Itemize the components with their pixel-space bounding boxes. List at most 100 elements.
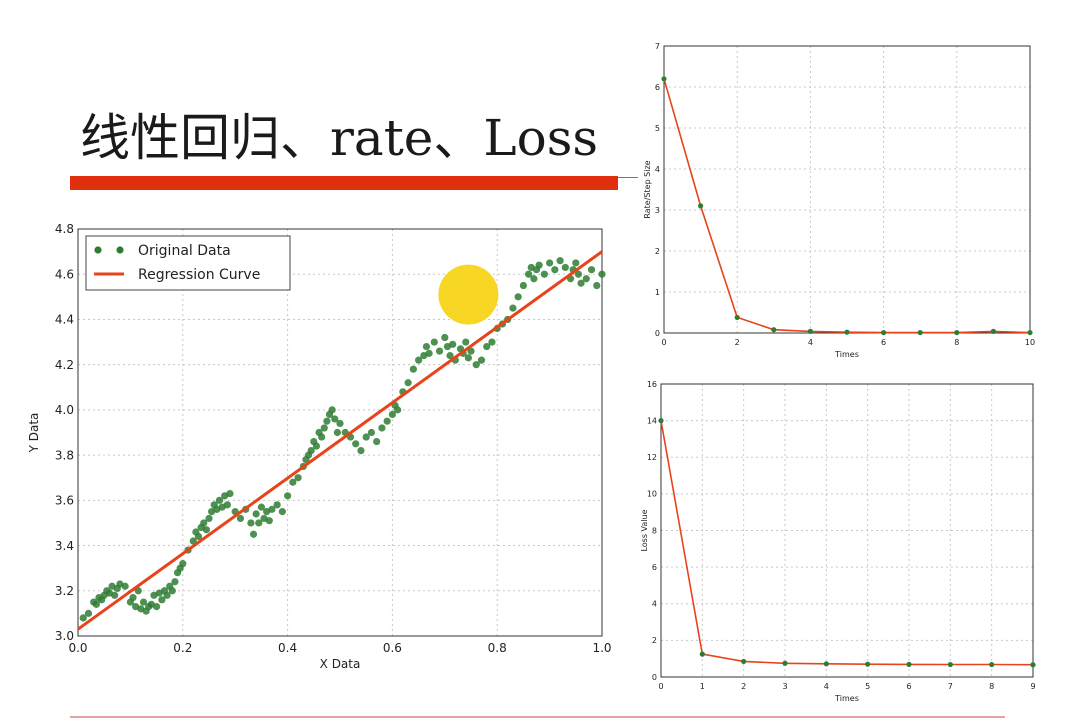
data-point — [388, 410, 396, 419]
data-point — [134, 587, 142, 595]
series-point — [917, 329, 923, 336]
data-point — [464, 354, 472, 362]
y-axis-label: Loss Value — [640, 509, 649, 551]
data-point — [289, 478, 297, 486]
data-point — [328, 406, 336, 414]
data-point — [530, 275, 538, 283]
data-point — [307, 446, 315, 455]
data-point — [226, 489, 234, 498]
y-tick-label: 14 — [647, 416, 657, 425]
x-axis-label: Times — [834, 350, 859, 359]
data-point — [546, 259, 554, 267]
y-tick-label: 4 — [652, 600, 657, 609]
data-point — [404, 379, 412, 387]
x-tick-label: 0.8 — [488, 641, 507, 655]
data-point — [488, 338, 496, 346]
series-point — [947, 661, 953, 668]
data-point — [163, 591, 171, 599]
data-point — [572, 259, 580, 267]
x-tick-label: 7 — [948, 682, 953, 691]
data-point — [587, 266, 596, 274]
data-point — [320, 424, 328, 432]
x-tick-label: 0 — [658, 682, 663, 691]
series-point — [881, 329, 887, 336]
series-point — [699, 651, 705, 657]
data-point — [336, 419, 344, 428]
y-axis-label: Rate/Step Size — [643, 160, 652, 218]
x-tick-label: 6 — [881, 338, 886, 347]
y-tick-label: 4.0 — [55, 403, 74, 417]
data-point — [483, 342, 491, 351]
plot-frame — [77, 228, 603, 637]
data-point — [171, 578, 179, 586]
data-point — [509, 304, 517, 312]
y-tick-label: 1 — [655, 288, 660, 297]
data-point — [430, 338, 438, 346]
title-underline-tail — [618, 177, 638, 178]
x-tick-label: 2 — [741, 682, 746, 691]
data-point — [139, 598, 148, 606]
series-point — [658, 418, 664, 424]
data-point — [425, 349, 433, 357]
series-point — [823, 661, 829, 667]
data-point — [383, 417, 391, 425]
data-point — [249, 530, 258, 538]
data-point — [577, 279, 585, 287]
highlight-circle — [438, 264, 499, 325]
slide-title: 线性回归、rate、Loss — [80, 109, 599, 167]
data-point — [556, 257, 564, 265]
data-point — [394, 406, 402, 414]
x-tick-label: 1.0 — [592, 641, 611, 655]
data-point — [357, 446, 365, 455]
data-point — [158, 596, 166, 604]
series-line — [660, 420, 1034, 666]
data-point — [422, 342, 431, 351]
y-tick-label: 4 — [655, 165, 660, 174]
data-point — [477, 356, 486, 364]
data-point — [409, 365, 417, 373]
data-point — [561, 263, 569, 272]
x-tick-label: 1 — [700, 682, 705, 691]
title-underline-bar — [70, 176, 618, 190]
data-point — [593, 281, 601, 290]
data-point — [312, 442, 321, 450]
y-tick-label: 3.8 — [55, 448, 74, 462]
series-point — [734, 314, 740, 321]
data-point — [446, 352, 454, 360]
data-point — [247, 519, 255, 527]
data-point — [273, 501, 281, 509]
data-point — [278, 508, 286, 516]
data-point — [111, 591, 119, 599]
data-point — [194, 532, 203, 541]
data-point — [514, 293, 522, 301]
series-point — [954, 329, 960, 336]
series-point — [782, 660, 788, 666]
y-tick-label: 16 — [647, 380, 657, 389]
data-point — [323, 417, 331, 425]
plot-frame — [660, 383, 1034, 678]
bottom-rule — [70, 716, 1005, 718]
series-point — [661, 76, 667, 82]
data-point — [168, 587, 176, 595]
y-tick-label: 3.6 — [55, 494, 74, 508]
data-point — [92, 600, 100, 608]
data-point — [255, 519, 263, 527]
data-point — [205, 514, 213, 523]
data-point — [121, 582, 129, 590]
series-point — [741, 658, 747, 665]
data-point — [129, 593, 137, 602]
x-tick-label: 0.0 — [68, 641, 87, 655]
x-tick-label: 6 — [906, 682, 911, 691]
data-point — [79, 614, 87, 622]
data-point — [598, 270, 606, 278]
series-point — [771, 327, 777, 333]
data-point — [540, 270, 548, 278]
series-point — [990, 328, 997, 334]
data-point — [449, 340, 457, 348]
x-tick-label: 4 — [808, 338, 813, 347]
data-point — [519, 281, 528, 290]
data-point — [202, 526, 210, 534]
x-tick-label: 3 — [782, 682, 787, 691]
data-point — [415, 356, 423, 364]
